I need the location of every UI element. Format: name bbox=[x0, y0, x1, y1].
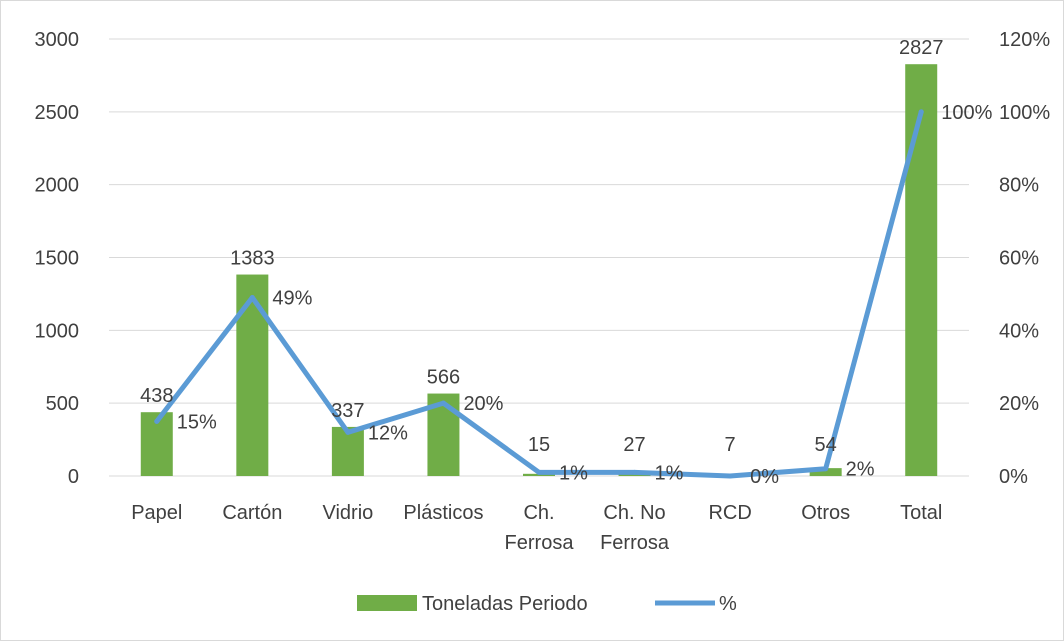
x-tick-label: Vidrio bbox=[322, 502, 373, 524]
x-tick-label: Ch. bbox=[523, 502, 554, 524]
data-labels: 438 1383 337 566 15 27 7 54 2827 15% 49% 12% 20% 1% 1%… bbox=[140, 37, 993, 488]
line-point bbox=[632, 469, 638, 475]
line-data-label: 49% bbox=[272, 288, 312, 310]
axes: 0 0% 500 20% 1000 40% 1500 60% 2000 80% 2500 100% 30… bbox=[35, 29, 1051, 554]
x-tick-label: Ferrosa bbox=[600, 532, 670, 554]
y-left-tick-label: 3000 bbox=[35, 29, 80, 51]
line-point bbox=[823, 466, 829, 472]
x-tick-label: Otros bbox=[801, 502, 850, 524]
bar-data-label: 337 bbox=[331, 400, 364, 422]
bar-series bbox=[140, 64, 938, 477]
bar-data-label: 54 bbox=[815, 434, 837, 456]
y-left-tick-label: 2000 bbox=[35, 175, 80, 197]
line-data-label: 1% bbox=[655, 462, 684, 484]
x-tick-label: Plásticos bbox=[403, 502, 483, 524]
bar bbox=[809, 468, 842, 476]
bar-data-label: 1383 bbox=[230, 248, 275, 270]
bar-data-label: 438 bbox=[140, 385, 173, 407]
x-tick-label: Total bbox=[900, 502, 942, 524]
line-data-label: 100% bbox=[941, 102, 992, 124]
legend-swatch-bars bbox=[357, 595, 417, 611]
bar-data-label: 2827 bbox=[899, 37, 944, 59]
line-data-label: 2% bbox=[846, 459, 875, 481]
y-right-tick-label: 40% bbox=[999, 320, 1039, 342]
line-data-label: 15% bbox=[177, 411, 217, 433]
y-left-tick-label: 2500 bbox=[35, 102, 80, 124]
y-right-tick-label: 60% bbox=[999, 248, 1039, 270]
y-left-tick-label: 1500 bbox=[35, 248, 80, 270]
bar-data-label: 566 bbox=[427, 367, 460, 389]
line-data-label: 0% bbox=[750, 466, 779, 488]
y-right-tick-label: 0% bbox=[999, 466, 1028, 488]
y-left-tick-label: 1000 bbox=[35, 320, 80, 342]
y-left-tick-label: 500 bbox=[46, 393, 79, 415]
line-point bbox=[440, 400, 446, 406]
legend-label-line: % bbox=[719, 593, 737, 615]
line-point bbox=[154, 418, 160, 424]
line-point bbox=[345, 429, 351, 435]
bar bbox=[523, 473, 555, 476]
bar-data-label: 15 bbox=[528, 434, 550, 456]
line-data-label: 20% bbox=[463, 393, 503, 415]
line-point bbox=[918, 109, 924, 115]
line-series bbox=[154, 109, 924, 479]
bar bbox=[905, 64, 938, 477]
bar bbox=[236, 274, 269, 476]
bar-data-label: 27 bbox=[623, 434, 645, 456]
legend: Toneladas Periodo % bbox=[357, 593, 737, 615]
line-point bbox=[249, 295, 255, 301]
legend-label-bars: Toneladas Periodo bbox=[422, 593, 588, 615]
x-tick-label: Ch. No bbox=[603, 502, 665, 524]
x-tick-label: Ferrosa bbox=[505, 532, 575, 554]
y-right-tick-label: 100% bbox=[999, 102, 1050, 124]
y-right-tick-label: 80% bbox=[999, 175, 1039, 197]
line-point bbox=[727, 473, 733, 479]
line-data-label: 12% bbox=[368, 422, 408, 444]
y-right-tick-label: 120% bbox=[999, 29, 1050, 51]
bar bbox=[331, 426, 364, 476]
y-right-tick-label: 20% bbox=[999, 393, 1039, 415]
line-data-label: 1% bbox=[559, 462, 588, 484]
bar-data-label: 7 bbox=[725, 434, 736, 456]
x-tick-label: Papel bbox=[131, 502, 182, 524]
line-point bbox=[536, 469, 542, 475]
y-left-tick-label: 0 bbox=[68, 466, 79, 488]
x-tick-label: RCD bbox=[708, 502, 751, 524]
x-tick-label: Cartón bbox=[222, 502, 282, 524]
